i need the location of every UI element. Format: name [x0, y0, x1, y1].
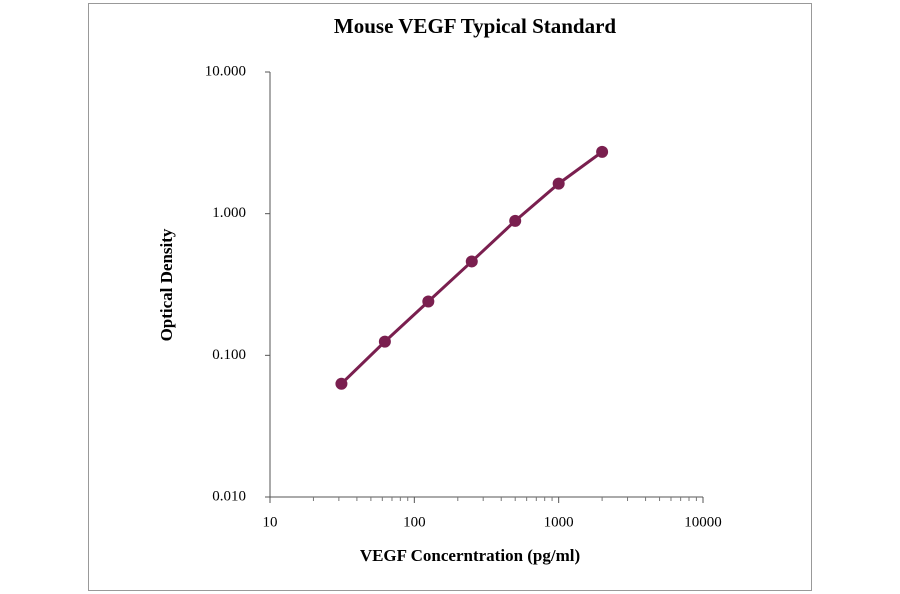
x-tick-label: 10000 — [684, 514, 722, 530]
data-point — [422, 295, 435, 308]
data-point — [509, 214, 522, 227]
data-point — [335, 377, 348, 390]
chart-title: Mouse VEGF Typical Standard — [334, 14, 617, 38]
data-point — [596, 145, 609, 158]
y-tick-label: 10.000 — [205, 63, 246, 79]
y-tick-label: 0.010 — [212, 488, 246, 504]
data-point — [552, 177, 565, 190]
y-tick-label: 0.100 — [212, 347, 246, 363]
y-tick-label: 1.000 — [212, 205, 246, 221]
x-tick-label: 1000 — [544, 514, 574, 530]
x-axis-label: VEGF Concerntration (pg/ml) — [360, 546, 580, 565]
data-point — [465, 255, 478, 268]
x-tick-label: 100 — [403, 514, 426, 530]
chart-border — [88, 3, 812, 591]
data-point — [378, 335, 391, 348]
y-axis-label: Optical Density — [157, 228, 176, 341]
x-tick-label: 10 — [263, 514, 278, 530]
